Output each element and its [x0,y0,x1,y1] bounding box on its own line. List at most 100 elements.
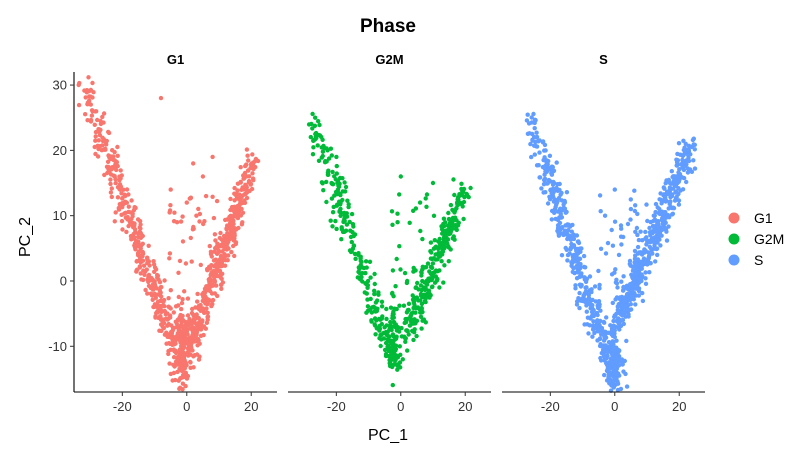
data-point [633,229,638,234]
data-point [644,242,649,247]
data-point [136,249,142,254]
data-point [239,206,244,212]
data-point [597,282,602,288]
data-point [615,285,620,290]
x-axis: -20 0 20 [502,391,705,414]
data-point [578,261,583,267]
data-point [552,210,557,215]
data-point [675,151,680,157]
data-point [244,147,250,152]
data-point [319,145,324,150]
facet-panel-g1: G1 -20 0 20 [74,52,277,414]
data-point [614,354,619,360]
data-point [525,112,530,117]
data-point [557,220,563,226]
data-point [390,291,395,296]
data-point [346,202,351,207]
data-point [98,118,103,124]
data-point [188,195,193,201]
data-point [214,198,220,204]
data-point [636,237,642,243]
data-point [529,115,534,120]
data-point [557,181,562,187]
data-point [338,192,343,198]
data-point [423,196,428,201]
data-point [189,259,194,264]
data-point [146,243,151,248]
data-point [171,310,176,315]
data-point [656,219,661,224]
data-point [612,334,617,340]
x-tick-label: -20 [541,399,560,414]
data-point [626,308,631,313]
data-point [352,251,358,257]
data-point [547,194,552,199]
data-point [193,329,199,334]
data-point [391,362,396,367]
data-point [673,178,678,184]
data-point [454,226,459,232]
data-point [229,249,234,255]
data-point [581,293,587,298]
data-point [95,117,100,123]
data-point [433,252,438,257]
data-point [110,148,115,153]
data-point [342,180,347,185]
data-point [362,290,367,295]
data-point [167,361,172,366]
data-point [571,265,576,271]
data-point [379,321,384,327]
data-point [643,270,648,275]
data-point [190,306,195,312]
data-point [132,235,137,240]
data-point [433,257,438,262]
data-point [197,219,202,224]
data-point [214,244,219,250]
data-point [633,257,638,263]
data-point [667,180,673,186]
data-point [167,334,172,340]
data-point [108,190,114,195]
x-axis-title: PC_1 [368,427,408,444]
data-point [543,190,548,195]
data-point [100,114,105,120]
data-point [390,333,396,338]
data-point [230,231,236,237]
data-point [632,208,638,214]
data-point [603,251,609,256]
data-point [390,268,396,273]
data-point [339,237,344,242]
data-point [389,345,394,350]
data-point [641,256,647,261]
data-point [412,330,417,335]
data-point [590,327,596,332]
data-point [432,238,437,243]
data-point [460,204,465,209]
data-point [324,179,329,185]
data-point [553,216,558,222]
data-point [377,336,382,341]
data-point [316,119,321,124]
data-point [106,130,112,136]
data-point [634,225,640,231]
data-point [624,286,630,291]
data-point [244,195,250,201]
data-point [183,360,188,365]
data-point [196,306,202,312]
data-point [184,351,189,356]
data-point [348,228,353,233]
data-point [418,314,424,319]
data-point [645,218,650,224]
data-point [663,195,668,201]
data-point [442,263,447,268]
data-point [620,313,625,318]
data-point [616,252,622,258]
data-point [244,162,249,167]
data-point [109,194,115,200]
data-point [108,177,113,182]
data-point [524,118,530,123]
data-point [377,324,382,330]
data-point [333,218,338,224]
data-point [543,148,548,153]
data-point [581,253,587,259]
